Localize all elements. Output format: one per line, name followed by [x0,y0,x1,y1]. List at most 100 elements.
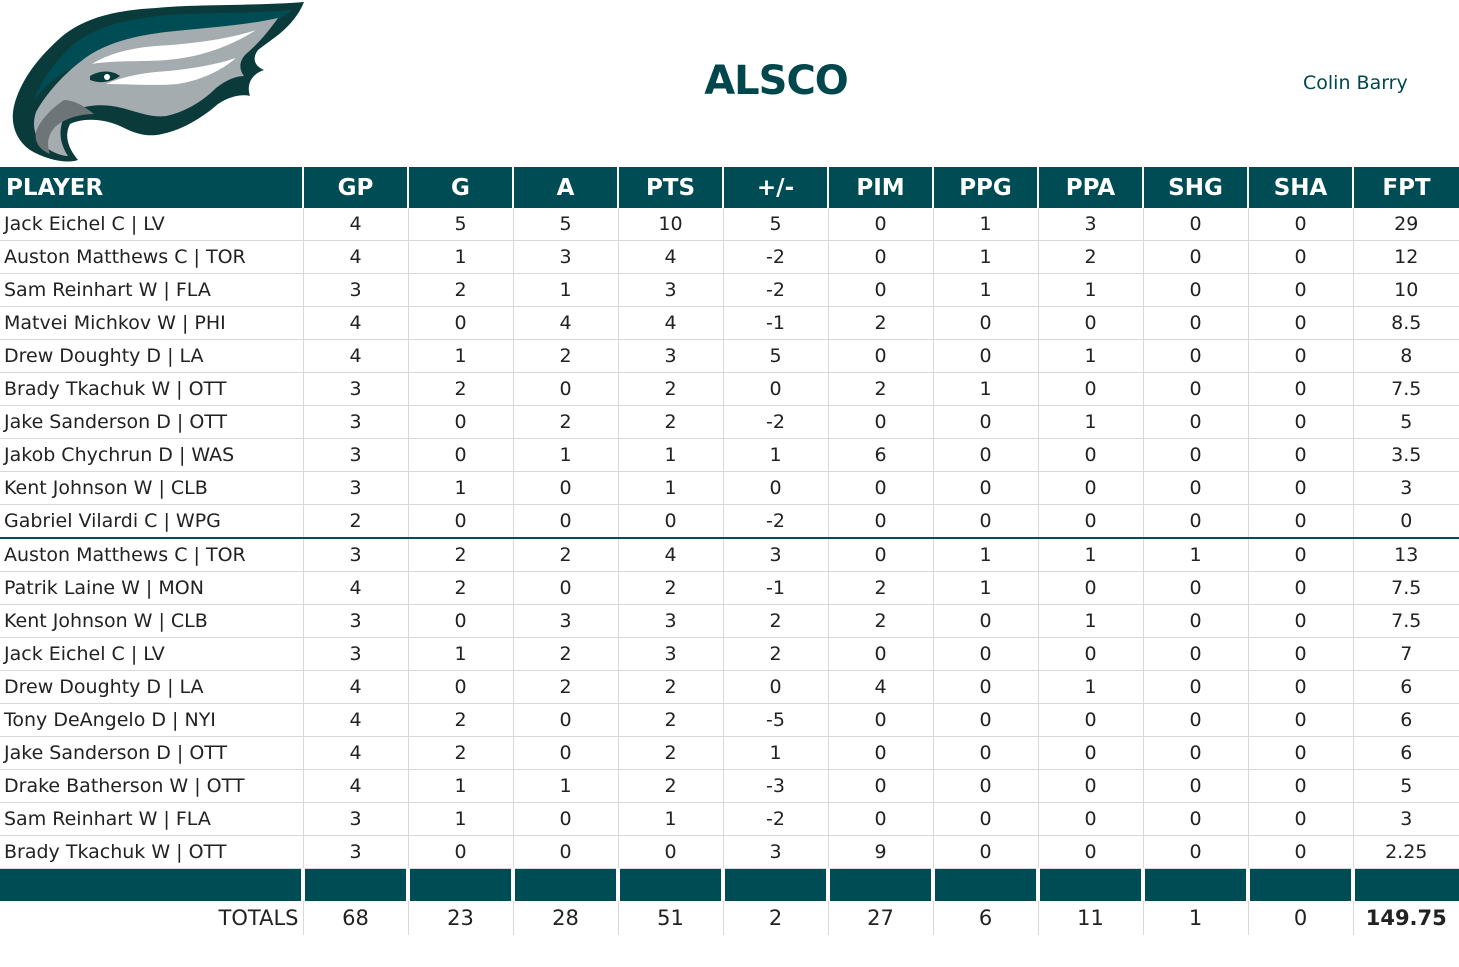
stat-cell: 5 [1353,405,1459,439]
stat-cell: 0 [933,504,1039,539]
stat-cell: 0 [828,273,934,307]
stat-cell: 0 [933,604,1039,638]
stat-cell: -2 [723,504,829,539]
stat-cell: 0 [828,208,934,241]
stat-cell: 0 [828,504,934,539]
band-cell [723,868,830,901]
stat-cell: 1 [1143,538,1249,572]
stat-cell: 3 [303,438,409,472]
stat-cell: 4 [303,703,409,737]
stat-cell: 0 [1143,372,1249,406]
band-cell [933,868,1040,901]
stat-cell: 3 [513,240,619,274]
stat-cell: 2 [618,571,724,605]
table-row: Patrik Laine W | MON 4 2 0 2 -1 2 1 0 0 0 7.5 [0,571,1459,605]
stat-cell: -2 [723,802,829,836]
stat-cell: 0 [1248,339,1354,373]
stat-cell: 1 [618,438,724,472]
stat-cell: 0 [828,538,934,572]
header-row: PLAYER GP G A PTS +/- PIM PPG PPA SHG SHA FPT [0,167,1459,208]
stat-cell: 4 [618,306,724,340]
table-row: Jack Eichel C | LV 4 5 5 10 5 0 1 3 0 0 29 [0,208,1459,241]
stat-cell: 0 [1038,637,1144,671]
stat-cell: 3.5 [1353,438,1459,472]
stat-cell: 0 [933,438,1039,472]
band-cell [618,868,725,901]
stat-cell: 3 [513,604,619,638]
stat-cell: 2 [618,769,724,803]
table-row: Sam Reinhart W | FLA 3 1 0 1 -2 0 0 0 0 0 3 [0,802,1459,836]
stat-cell: 2 [513,670,619,704]
player-cell: Tony DeAngelo D | NYI [0,703,304,737]
player-cell: Brady Tkachuk W | OTT [0,835,304,869]
stat-cell: 1 [513,769,619,803]
stat-cell: 0 [933,405,1039,439]
player-cell: Jake Sanderson D | OTT [0,405,304,439]
stat-cell: 7.5 [1353,571,1459,605]
column-header-g: G [408,167,514,208]
column-header-ppa: PPA [1038,167,1144,208]
stat-cell: 0 [828,339,934,373]
stat-cell: 0 [1038,835,1144,869]
stat-cell: 0 [1248,504,1354,539]
stat-cell: 0 [933,703,1039,737]
stat-cell: 0 [408,504,514,539]
stat-cell: 3 [303,405,409,439]
stat-cell: 0 [723,372,829,406]
stat-cell: 0 [933,670,1039,704]
stats-table: PLAYER GP G A PTS +/- PIM PPG PPA SHG SHA FPT Jack … [0,167,1459,935]
stat-cell: 2 [408,372,514,406]
stat-cell: 0 [408,306,514,340]
player-cell: Sam Reinhart W | FLA [0,802,304,836]
stat-cell: 0 [1143,835,1249,869]
total-cell: 51 [618,901,724,935]
stat-cell: 0 [513,736,619,770]
stat-cell: 0 [1143,471,1249,505]
stat-cell: 0 [933,835,1039,869]
stat-cell: 2 [828,571,934,605]
stat-cell: 4 [303,306,409,340]
stat-cell: 3 [723,538,829,572]
column-header-a: A [513,167,619,208]
band-cell [1353,868,1459,901]
stat-cell: 0 [1248,604,1354,638]
table-row: Kent Johnson W | CLB 3 0 3 3 2 2 0 1 0 0 7.5 [0,604,1459,638]
stat-cell: 2 [408,736,514,770]
stat-cell: 0 [1038,504,1144,539]
stat-cell: 6 [1353,703,1459,737]
stat-cell: 0 [618,835,724,869]
stat-cell: 6 [828,438,934,472]
player-cell: Matvei Michkov W | PHI [0,306,304,340]
total-cell: 6 [933,901,1039,935]
band-cell [1143,868,1250,901]
stat-cell: 9 [828,835,934,869]
stat-cell: 7.5 [1353,372,1459,406]
stat-cell: 0 [723,471,829,505]
stat-cell: 0 [1143,571,1249,605]
total-cell: 1 [1143,901,1249,935]
total-cell: 11 [1038,901,1144,935]
stat-cell: 2.25 [1353,835,1459,869]
stat-cell: 3 [303,802,409,836]
stat-cell: 3 [618,273,724,307]
stat-cell: 2 [513,339,619,373]
stat-cell: 0 [1143,504,1249,539]
stat-cell: 4 [618,538,724,572]
stat-cell: 0 [1038,571,1144,605]
total-cell: 68 [303,901,409,935]
stat-cell: 1 [1038,538,1144,572]
column-header-fpt: FPT [1353,167,1459,208]
table-row: Gabriel Vilardi C | WPG 2 0 0 0 -2 0 0 0 0 0 0 [0,504,1459,539]
stat-cell: 10 [1353,273,1459,307]
stat-cell: 0 [933,736,1039,770]
stat-cell: 0 [1143,438,1249,472]
stat-cell: 1 [513,438,619,472]
table-row: Drake Batherson W | OTT 4 1 1 2 -3 0 0 0 0 0 5 [0,769,1459,803]
column-header-shg: SHG [1143,167,1249,208]
player-cell: Drew Doughty D | LA [0,339,304,373]
stat-cell: 8.5 [1353,306,1459,340]
stat-cell: 1 [1038,339,1144,373]
table-row: Auston Matthews C | TOR 4 1 3 4 -2 0 1 2 0 0 12 [0,240,1459,274]
stat-cell: 2 [723,604,829,638]
total-cell: 0 [1248,901,1354,935]
